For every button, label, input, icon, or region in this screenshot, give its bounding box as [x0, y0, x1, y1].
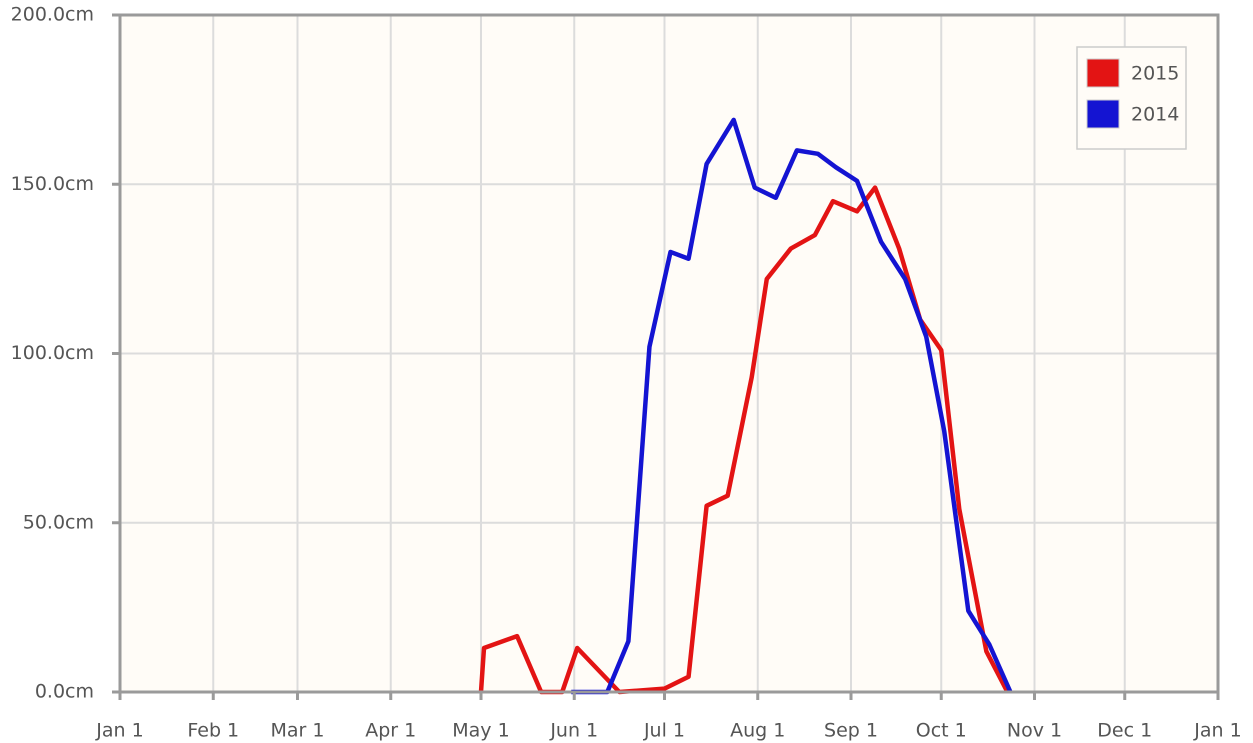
- x-tick-label: Jan 1: [95, 720, 143, 742]
- x-tick-label: Sep 1: [824, 720, 878, 742]
- x-tick-label: Dec 1: [1097, 720, 1152, 742]
- y-tick-label: 100.0cm: [11, 342, 94, 364]
- legend-swatch: [1086, 99, 1120, 129]
- legend-label: 2015: [1131, 63, 1179, 85]
- legend: 2015 2014: [1076, 46, 1187, 150]
- x-tick-label: Mar 1: [270, 720, 324, 742]
- x-tick-label: Oct 1: [916, 720, 967, 742]
- x-tick-label: Apr 1: [365, 720, 416, 742]
- series-line: [571, 117, 1013, 695]
- y-tick-label: 200.0cm: [11, 4, 94, 26]
- x-tick-label: Aug 1: [730, 720, 785, 742]
- legend-label: 2014: [1131, 104, 1179, 126]
- x-tick-label: May 1: [452, 720, 509, 742]
- y-tick-label: 50.0cm: [23, 511, 94, 533]
- x-tick-label: Jul 1: [643, 720, 685, 742]
- x-tick-label: Jan 1: [1193, 720, 1241, 742]
- x-tick-label: Nov 1: [1007, 720, 1062, 742]
- x-tick-label: Jun 1: [549, 720, 598, 742]
- y-tick-label: 150.0cm: [11, 173, 94, 195]
- ticks: 0.0cm 50.0cm 100.0cm 150.0cm 200.0cm Jan 1 Feb…: [11, 4, 1242, 742]
- x-tick-label: Feb 1: [187, 720, 239, 742]
- legend-swatch: [1086, 58, 1120, 88]
- y-tick-label: 0.0cm: [35, 681, 94, 703]
